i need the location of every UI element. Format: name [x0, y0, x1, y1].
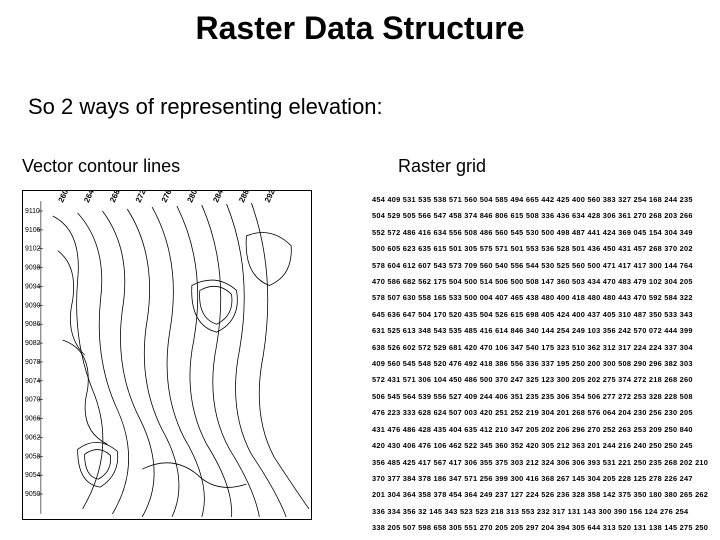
raster-row: 638 526 602 572 529 681 420 470 106 347 … — [372, 340, 712, 356]
svg-text:9106: 9106 — [25, 227, 41, 234]
svg-text:9058: 9058 — [25, 453, 41, 460]
svg-text:288: 288 — [237, 191, 251, 204]
raster-row: 500 605 623 635 615 501 305 575 571 501 … — [372, 241, 712, 257]
raster-row: 578 604 612 607 543 573 709 560 540 556 … — [372, 258, 712, 274]
svg-text:9054: 9054 — [25, 472, 41, 479]
svg-text:9074: 9074 — [25, 378, 41, 385]
svg-text:9070: 9070 — [25, 397, 41, 404]
raster-row: 336 334 356 32 145 343 523 523 218 313 5… — [372, 504, 712, 520]
raster-row: 201 304 364 358 378 454 364 249 237 127 … — [372, 487, 712, 503]
raster-grid: 454 409 531 535 538 571 560 504 585 494 … — [372, 192, 712, 520]
svg-text:284: 284 — [211, 191, 225, 204]
vector-label: Vector contour lines — [22, 156, 180, 177]
raster-row: 552 572 486 416 634 556 508 486 560 545 … — [372, 225, 712, 241]
svg-text:268: 268 — [108, 191, 122, 204]
svg-text:260: 260 — [56, 191, 70, 204]
raster-row: 454 409 531 535 538 571 560 504 585 494 … — [372, 192, 712, 208]
raster-row: 645 636 647 504 170 520 435 504 526 615 … — [372, 307, 712, 323]
svg-text:280: 280 — [185, 191, 199, 204]
raster-label: Raster grid — [398, 156, 486, 177]
page-title: Raster Data Structure — [0, 10, 720, 47]
raster-row: 631 525 613 348 543 535 485 416 614 846 … — [372, 323, 712, 339]
contour-map: 260 264 268 272 276 280 284 288 292 9110 9106 9102… — [22, 190, 312, 520]
svg-text:9086: 9086 — [25, 321, 41, 328]
svg-text:9102: 9102 — [25, 246, 41, 253]
raster-row: 420 430 406 476 106 462 522 345 360 352 … — [372, 438, 712, 454]
raster-row: 572 431 571 306 104 450 486 500 370 247 … — [372, 372, 712, 388]
svg-text:9110: 9110 — [25, 208, 40, 215]
raster-row: 338 205 507 598 658 305 551 270 205 205 … — [372, 520, 712, 536]
svg-text:9050: 9050 — [25, 491, 41, 498]
svg-text:9082: 9082 — [25, 340, 41, 347]
raster-row: 470 586 682 562 175 504 500 514 506 500 … — [372, 274, 712, 290]
svg-text:9078: 9078 — [25, 359, 41, 366]
raster-row: 356 485 425 417 567 417 306 355 375 303 … — [372, 455, 712, 471]
svg-text:264: 264 — [82, 191, 96, 204]
subtitle: So 2 ways of representing elevation: — [28, 94, 383, 120]
raster-row: 578 507 630 558 165 533 500 004 407 465 … — [372, 290, 712, 306]
svg-text:9090: 9090 — [25, 302, 41, 309]
svg-text:9066: 9066 — [25, 416, 41, 423]
svg-text:276: 276 — [160, 191, 174, 204]
svg-text:272: 272 — [134, 191, 148, 204]
raster-row: 506 545 564 539 556 527 409 244 406 351 … — [372, 389, 712, 405]
raster-row: 431 476 486 428 435 404 635 412 210 347 … — [372, 422, 712, 438]
contour-top-labels: 260 264 268 272 276 280 284 288 292 — [56, 191, 277, 204]
svg-text:9062: 9062 — [25, 434, 41, 441]
axis-left-labels: 9110 9106 9102 9098 9094 9090 9086 9082 9078 9074… — [25, 208, 43, 498]
svg-text:9094: 9094 — [25, 283, 41, 290]
raster-row: 504 529 505 566 547 458 374 846 806 615 … — [372, 208, 712, 224]
raster-row: 409 560 545 548 520 476 492 418 386 556 … — [372, 356, 712, 372]
contour-lines — [53, 203, 309, 517]
raster-row: 476 223 333 628 624 507 003 420 251 252 … — [372, 405, 712, 421]
contour-svg: 260 264 268 272 276 280 284 288 292 9110 9106 9102… — [23, 191, 311, 519]
svg-text:292: 292 — [263, 191, 277, 204]
raster-row: 370 377 384 378 186 347 571 256 399 300 … — [372, 471, 712, 487]
svg-text:9098: 9098 — [25, 265, 41, 272]
